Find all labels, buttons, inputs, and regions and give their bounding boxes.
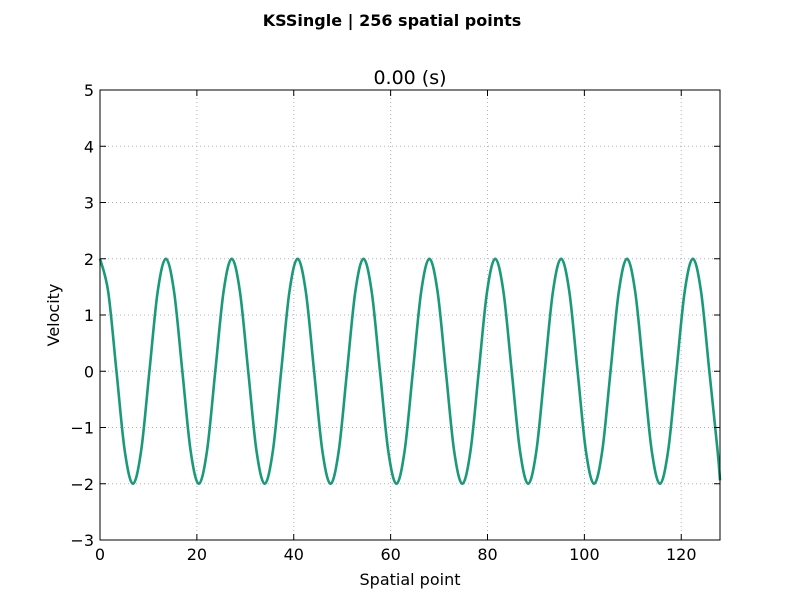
y-axis-label: Velocity <box>44 284 63 347</box>
figure-suptitle: KSSingle | 256 spatial points <box>263 11 522 31</box>
y-tick-label: 1 <box>84 306 94 325</box>
x-tick-label: 100 <box>569 545 600 564</box>
y-tick-label: −2 <box>70 475 94 494</box>
y-tick-label: 4 <box>84 137 94 156</box>
x-tick-label: 0 <box>95 545 105 564</box>
y-tick-label: 2 <box>84 250 94 269</box>
x-tick-label: 80 <box>477 545 497 564</box>
y-tick-label: 3 <box>84 194 94 213</box>
x-tick-label: 60 <box>380 545 400 564</box>
x-tick-label: 20 <box>187 545 207 564</box>
y-tick-label: −1 <box>70 419 94 438</box>
series-line <box>98 257 722 486</box>
y-tick-label: −3 <box>70 531 94 550</box>
y-tick-label: 5 <box>84 81 94 100</box>
x-axis-label: Spatial point <box>360 570 461 589</box>
x-tick-label: 120 <box>666 545 697 564</box>
axes-title: 0.00 (s) <box>373 67 446 89</box>
grid-layer <box>99 89 720 541</box>
x-tick-label: 40 <box>284 545 304 564</box>
y-tick-label: 0 <box>84 362 94 381</box>
series-layer <box>98 257 722 486</box>
tick-layer: 0 20 40 60 80 100 120 −3 −2 −1 0 1 2 3 4 5 <box>70 81 720 564</box>
